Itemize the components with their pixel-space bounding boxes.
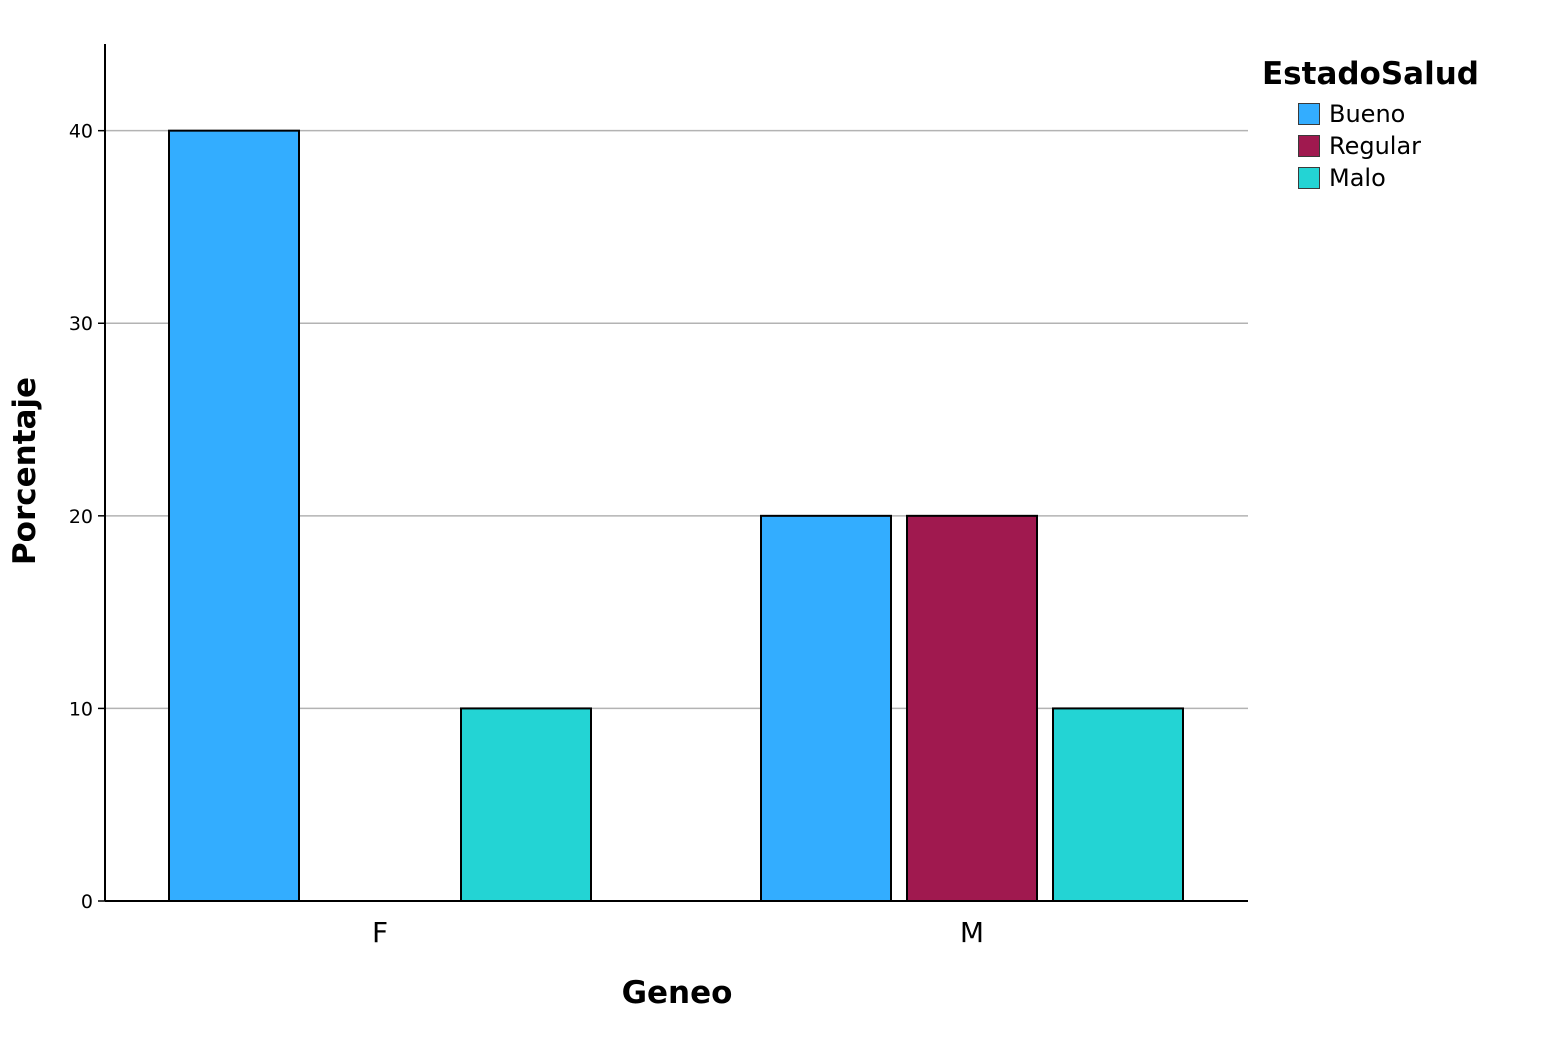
bar-M-regular [906,514,1038,903]
y-tick-label: 10 [69,698,93,720]
legend-label-regular: Regular [1329,132,1422,160]
legend-item-regular: Regular [1262,130,1479,162]
bar-F-bueno [168,129,300,903]
x-axis-label: Geneo [622,975,733,1011]
legend-label-bueno: Bueno [1329,100,1406,128]
x-tick-label: M [960,916,984,949]
legend-item-malo: Malo [1262,162,1479,194]
legend-swatch-malo [1298,167,1320,189]
y-tick-label: 40 [69,121,93,143]
y-tick-label: 0 [81,891,93,913]
legend-swatch-regular [1298,135,1320,157]
y-axis-label: Porcentaje [7,377,43,565]
bar-F-malo [460,707,592,902]
bar-M-bueno [760,514,892,903]
bar-M-malo [1052,707,1184,902]
y-tick-label: 20 [69,506,93,528]
y-tick-label: 30 [69,313,93,335]
legend: EstadoSalud Bueno Regular Malo [1262,56,1479,194]
legend-item-bueno: Bueno [1262,98,1479,130]
legend-title: EstadoSalud [1262,56,1479,92]
legend-swatch-bueno [1298,103,1320,125]
bars [168,129,1184,903]
y-tick-labels: 0 10 20 30 40 [69,121,105,913]
legend-label-malo: Malo [1329,164,1386,192]
x-tick-label: F [372,916,388,949]
axes [104,44,1248,902]
